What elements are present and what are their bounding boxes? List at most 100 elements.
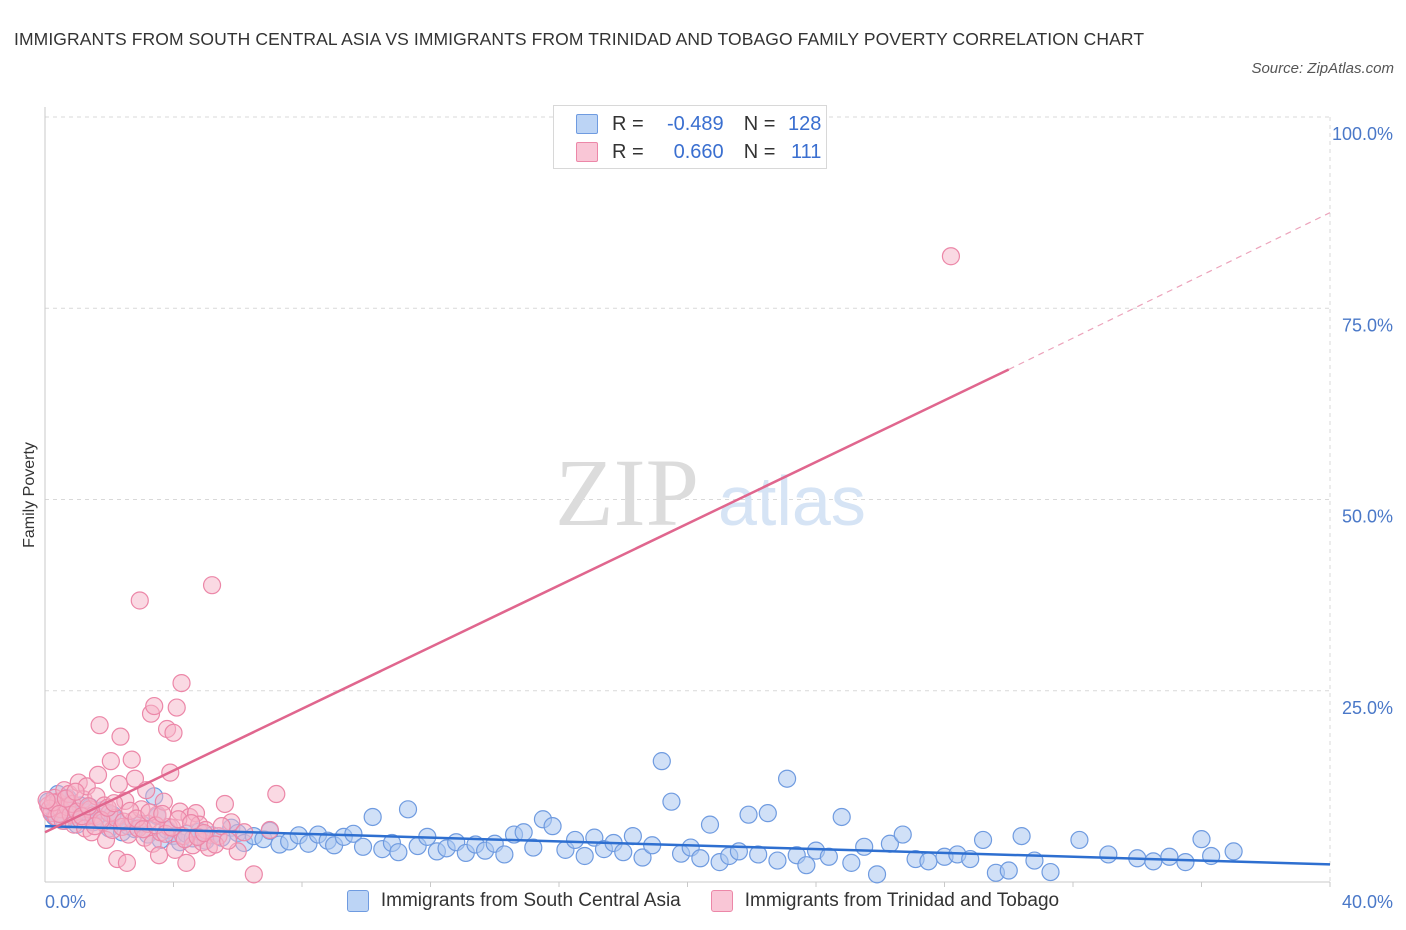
chart-title: IMMIGRANTS FROM SOUTH CENTRAL ASIA VS IM… (14, 29, 1145, 49)
data-point-blue (893, 825, 912, 844)
x-tick-label: 40.0% (1342, 892, 1393, 912)
data-point-blue (1160, 847, 1179, 866)
legend-swatch-blue (576, 114, 598, 134)
legend-r-label: R = (612, 140, 644, 163)
data-point-pink (101, 752, 120, 771)
data-point-blue (1012, 826, 1031, 846)
data-point-pink (130, 591, 149, 610)
legend-r-value: 0.660 (673, 140, 724, 163)
trend-line-pink (44, 368, 1010, 834)
watermark: ZIP atlas (555, 439, 866, 546)
data-point-blue (1192, 830, 1211, 849)
data-point-blue (739, 805, 758, 824)
data-point-pink (109, 774, 128, 794)
data-point-pink (219, 831, 238, 850)
data-point-blue (524, 838, 543, 857)
source-label: Source: ZipAtlas.com (1251, 60, 1394, 77)
data-point-blue (1144, 852, 1163, 871)
data-point-blue (758, 804, 777, 823)
data-point-blue (1041, 862, 1060, 882)
y-tick-label: 50.0% (1342, 507, 1393, 527)
data-point-blue (842, 853, 861, 872)
data-point-pink (88, 765, 108, 785)
data-point-blue (398, 800, 418, 819)
data-point-blue (662, 792, 681, 811)
data-point-blue (565, 830, 585, 850)
data-point-pink (202, 576, 222, 595)
data-point-pink (125, 769, 145, 788)
trend-line-pink-extension (1008, 212, 1331, 370)
data-point-blue (749, 845, 768, 864)
series-legend: Immigrants from South Central Asia Immig… (0, 890, 1406, 912)
data-point-blue (652, 752, 671, 771)
data-point-blue (999, 861, 1018, 880)
data-point-blue (514, 823, 533, 842)
data-point-pink (215, 794, 234, 814)
watermark-zip: ZIP (555, 439, 699, 546)
data-point-blue (389, 843, 408, 862)
data-point-blue (1070, 830, 1089, 850)
legend-n-value: 128 (788, 112, 822, 135)
series-pink-points (37, 247, 961, 884)
data-point-pink (66, 782, 85, 801)
legend-item-south-central-asia: Immigrants from South Central Asia (346, 890, 681, 912)
data-point-pink (194, 823, 214, 843)
data-point-blue (363, 807, 382, 827)
data-point-pink (164, 723, 183, 742)
trend-line-blue (44, 824, 1331, 866)
data-point-blue (1176, 853, 1195, 872)
data-point-blue (495, 845, 514, 864)
data-point-pink (260, 820, 279, 840)
y-tick-label: 25.0% (1342, 698, 1393, 718)
data-point-blue (700, 815, 720, 834)
y-tick-label: 75.0% (1342, 315, 1393, 335)
data-point-pink (267, 784, 286, 804)
legend-r-value: -0.489 (666, 112, 724, 135)
data-point-pink (244, 865, 263, 884)
data-point-pink (111, 727, 130, 746)
data-point-blue (797, 856, 816, 875)
data-point-pink (37, 791, 56, 810)
data-point-pink (172, 673, 191, 693)
legend-row-pink: R = 0.660 N = 111 (576, 139, 821, 165)
data-point-pink (50, 804, 69, 824)
watermark-atlas: atlas (718, 462, 866, 540)
legend-r-label: R = (612, 112, 644, 135)
data-point-blue (768, 851, 787, 870)
trend-lines (44, 212, 1331, 866)
data-point-pink (90, 716, 109, 735)
legend-label: Immigrants from Trinidad and Tobago (744, 890, 1060, 911)
data-point-pink (153, 804, 172, 824)
data-point-blue (832, 807, 851, 827)
data-point-pink (145, 696, 164, 716)
data-point-blue (344, 824, 363, 843)
stats-legend: R = -0.489 N = 128 R = 0.660 N = 111 (553, 105, 827, 169)
data-point-blue (1224, 842, 1243, 861)
x-tick-label: 0.0% (45, 892, 86, 912)
legend-swatch-pink (710, 890, 733, 912)
data-point-pink (167, 698, 186, 717)
data-point-blue (973, 830, 993, 850)
y-tick-label: 100.0% (1332, 124, 1393, 144)
legend-row-blue: R = -0.489 N = 128 (576, 111, 821, 137)
data-point-blue (623, 826, 642, 846)
legend-n-value: 111 (790, 140, 822, 163)
data-point-blue (575, 846, 594, 866)
data-point-blue (691, 849, 710, 868)
legend-swatch-pink (576, 142, 598, 162)
data-point-blue (777, 769, 797, 788)
data-point-blue (543, 817, 562, 836)
axes: 25.0% 50.0% 75.0% 100.0% 0.0% 40.0% (44, 107, 1393, 912)
data-point-blue (855, 837, 874, 856)
y-axis-label: Family Poverty (21, 442, 38, 548)
data-point-blue (867, 865, 887, 884)
data-point-blue (353, 837, 373, 856)
data-point-blue (614, 843, 633, 862)
legend-item-trinidad-tobago: Immigrants from Trinidad and Tobago (710, 890, 1060, 912)
data-point-pink (177, 853, 196, 872)
data-point-blue (633, 848, 652, 867)
data-point-blue (1099, 845, 1118, 864)
data-point-pink (149, 846, 169, 865)
legend-label: Immigrants from South Central Asia (380, 890, 681, 911)
